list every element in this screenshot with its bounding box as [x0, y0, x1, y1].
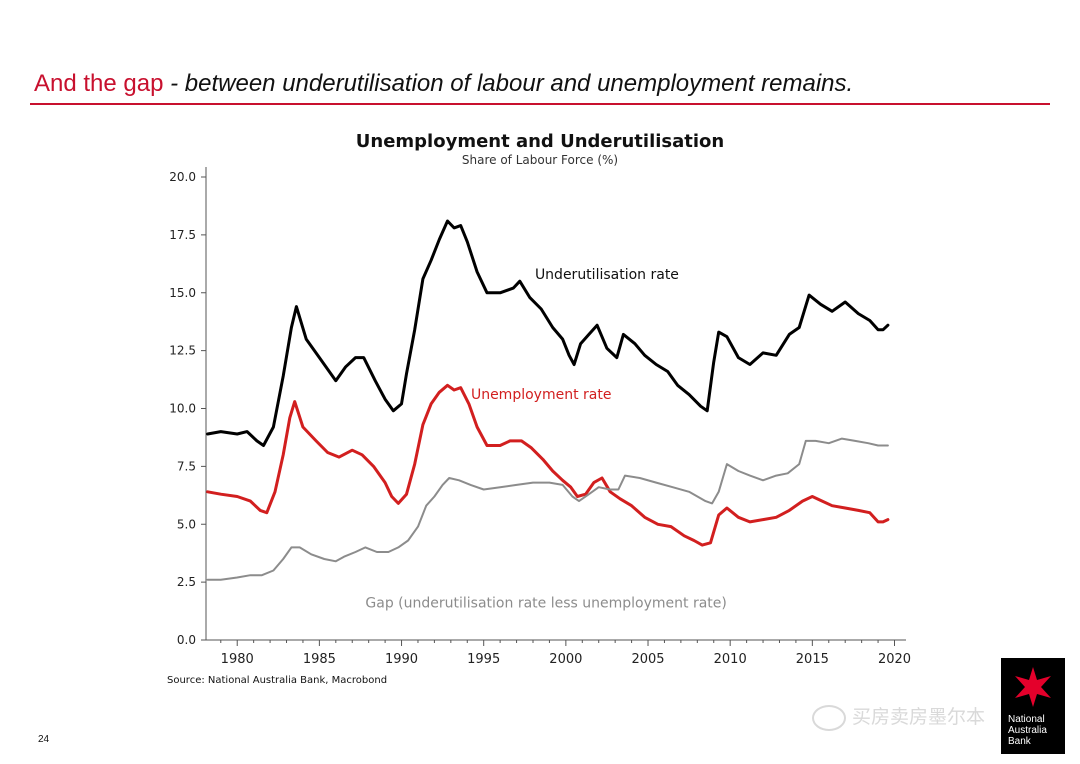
x-tick-label: 2010	[714, 652, 747, 667]
chart-subtitle: Share of Labour Force (%)	[461, 153, 619, 167]
star-icon	[1015, 667, 1051, 707]
slide-title: And the gap - between underutilisation o…	[34, 70, 853, 98]
logo-line-2: Australia	[1008, 725, 1047, 736]
y-tick-label: 2.5	[177, 575, 196, 589]
gap-line	[206, 437, 889, 581]
y-tick-label: 20.0	[169, 170, 196, 184]
watermark: 买房卖房墨尔本	[812, 702, 985, 731]
y-tick-label: 10.0	[169, 402, 196, 416]
y-tick-label: 0.0	[177, 633, 196, 647]
x-tick-label: 2000	[549, 652, 582, 667]
slide-title-rest: - between underutilisation of labour and…	[163, 70, 854, 97]
x-tick-label: 2020	[878, 652, 911, 667]
series-annotation: Unemployment rate	[471, 387, 612, 403]
title-divider	[30, 103, 1050, 105]
y-tick-label: 12.5	[169, 344, 196, 358]
x-tick-label: 2005	[631, 652, 664, 667]
series-annotation: Gap (underutilisation rate less unemploy…	[365, 596, 726, 612]
x-tick-label: 1985	[303, 652, 336, 667]
slide-title-lead: And the gap	[34, 70, 164, 97]
wechat-icon	[812, 704, 846, 731]
x-tick-label: 1990	[385, 652, 418, 667]
y-tick-label: 15.0	[169, 286, 196, 300]
y-tick-label: 5.0	[177, 517, 196, 531]
logo-line-3: Bank	[1008, 736, 1031, 747]
y-tick-label: 7.5	[177, 459, 196, 473]
series-annotation: Underutilisation rate	[535, 267, 679, 283]
chart-source: Source: National Australia Bank, Macrobo…	[167, 675, 388, 686]
unemployment-line	[206, 383, 890, 547]
nab-logo: National Australia Bank	[1001, 658, 1065, 754]
x-tick-label: 2015	[796, 652, 829, 667]
y-tick-label: 17.5	[169, 228, 196, 242]
page-number: 24	[38, 734, 50, 745]
underutilisation-line	[206, 219, 890, 447]
watermark-text: 买房卖房墨尔本	[852, 706, 986, 728]
chart-title: Unemployment and Underutilisation	[355, 131, 725, 152]
x-tick-label: 1980	[221, 652, 254, 667]
logo-text: National Australia Bank	[1008, 714, 1047, 747]
x-tick-label: 1995	[467, 652, 500, 667]
logo-line-1: National	[1008, 714, 1045, 725]
